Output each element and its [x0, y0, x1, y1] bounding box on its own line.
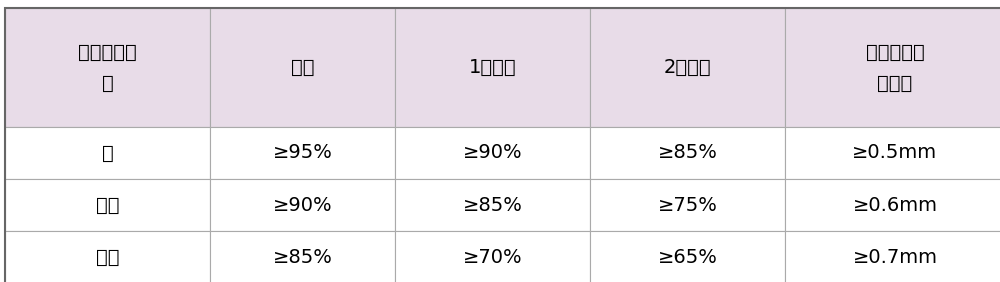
Bar: [210, 179, 395, 231]
Text: ≥0.5mm: ≥0.5mm: [852, 144, 938, 162]
Text: ≥0.6mm: ≥0.6mm: [853, 196, 938, 215]
Bar: [590, 231, 785, 282]
Text: 1区边框: 1区边框: [469, 58, 516, 77]
Text: 2区边框: 2区边框: [664, 58, 711, 77]
Bar: [210, 127, 395, 179]
Text: 一般: 一般: [96, 196, 119, 215]
Text: ≥95%: ≥95%: [273, 144, 332, 162]
Text: ≥85%: ≥85%: [658, 144, 717, 162]
Bar: [785, 8, 1000, 127]
Text: ≥85%: ≥85%: [463, 196, 522, 215]
Bar: [5, 179, 210, 231]
Bar: [395, 127, 590, 179]
Text: ≥65%: ≥65%: [658, 248, 717, 267]
Text: 好: 好: [102, 144, 113, 162]
Bar: [395, 179, 590, 231]
Bar: [785, 231, 1000, 282]
Bar: [5, 231, 210, 282]
Bar: [590, 179, 785, 231]
Text: 极耳: 极耳: [291, 58, 314, 77]
Bar: [785, 179, 1000, 231]
Text: ≥0.7mm: ≥0.7mm: [853, 248, 938, 267]
Text: 板栅耐腐蚀
性: 板栅耐腐蚀 性: [78, 43, 137, 93]
Bar: [590, 127, 785, 179]
Bar: [395, 8, 590, 127]
Bar: [395, 231, 590, 282]
Text: 晶粒尺寸最
低要求: 晶粒尺寸最 低要求: [866, 43, 924, 93]
Text: ≥85%: ≥85%: [273, 248, 332, 267]
Bar: [210, 231, 395, 282]
Bar: [5, 8, 210, 127]
Bar: [210, 8, 395, 127]
Text: 合格: 合格: [96, 248, 119, 267]
Text: ≥70%: ≥70%: [463, 248, 522, 267]
Text: ≥90%: ≥90%: [273, 196, 332, 215]
Text: ≥75%: ≥75%: [658, 196, 717, 215]
Text: ≥90%: ≥90%: [463, 144, 522, 162]
Bar: [5, 127, 210, 179]
Bar: [590, 8, 785, 127]
Bar: [785, 127, 1000, 179]
